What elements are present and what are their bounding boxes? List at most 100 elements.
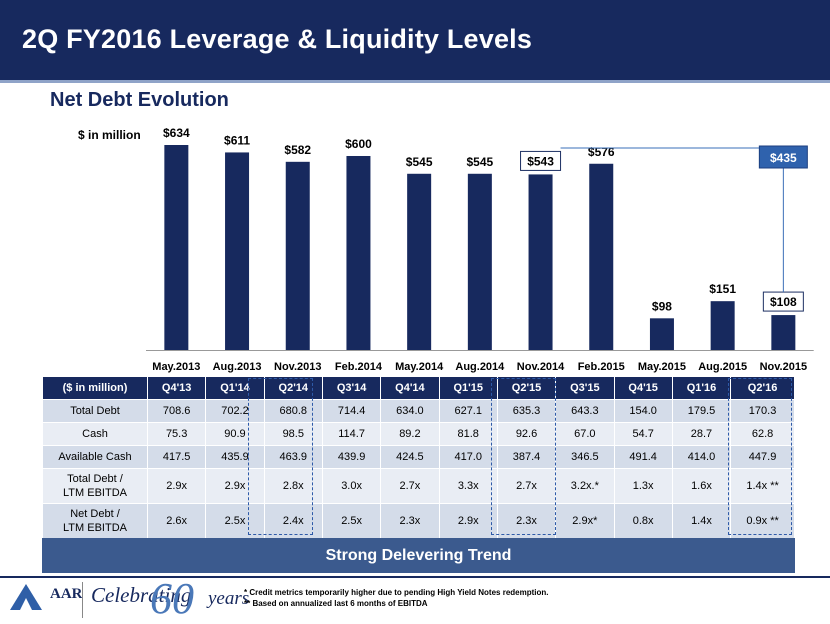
x-tick-label: Feb.2015 xyxy=(578,361,625,373)
table-cell: 89.2 xyxy=(380,422,440,446)
table-cell: 54.7 xyxy=(613,422,673,446)
table-cell: 81.8 xyxy=(438,422,498,446)
x-tick-label: Aug.2014 xyxy=(455,361,505,373)
table-header-row: ($ in million) Q4'13 Q1'14 Q2'14 Q3'14 Q… xyxy=(42,376,795,400)
column-header: Q3'15 xyxy=(555,376,615,400)
table-cell: 3.3x xyxy=(438,468,498,504)
row-label-line1: Total Debt / xyxy=(67,473,123,485)
table-cell: 346.5 xyxy=(555,445,615,469)
row-label: Total Debt / LTM EBITDA xyxy=(42,468,148,504)
row-label: Total Debt xyxy=(42,399,148,423)
value-label: $634 xyxy=(163,126,190,140)
table-cell: 3.0x xyxy=(321,468,382,504)
table-cell: 2.7x xyxy=(496,468,557,504)
page-title: 2Q FY2016 Leverage & Liquidity Levels xyxy=(22,24,533,54)
callout-box xyxy=(758,145,808,169)
footer-divider xyxy=(0,576,830,578)
value-label: $611 xyxy=(224,133,250,147)
table-cell: 2.6x xyxy=(146,503,207,539)
unit-label: $ in million xyxy=(78,128,141,142)
table-cell: 714.4 xyxy=(321,399,382,423)
table-row: Total Debt / LTM EBITDA 2.9x 2.9x 2.8x 3.… xyxy=(42,468,795,504)
table-cell: 2.9x xyxy=(438,503,498,539)
bar xyxy=(710,301,735,350)
table-row: Net Debt / LTM EBITDA 2.6x 2.5x 2.4x 2.5x… xyxy=(42,503,795,539)
row-label: Net Debt / LTM EBITDA xyxy=(42,503,148,539)
bar xyxy=(285,161,310,350)
column-header: Q2'15 xyxy=(496,376,557,400)
bar xyxy=(346,155,371,350)
column-header: Q2'16 xyxy=(730,376,795,400)
column-header: Q2'14 xyxy=(263,376,323,400)
table-cell: 635.3 xyxy=(496,399,557,423)
table-cell: 2.3x xyxy=(380,503,440,539)
table-cell: 708.6 xyxy=(146,399,207,423)
column-header: Q4'14 xyxy=(380,376,440,400)
table-cell: 2.9x* xyxy=(555,503,615,539)
table-cell: 98.5 xyxy=(263,422,323,446)
table-cell: 2.5x xyxy=(205,503,265,539)
bar xyxy=(407,173,432,350)
table-cell: 3.2x.* xyxy=(555,468,615,504)
table-cell: 643.3 xyxy=(555,399,615,423)
table-cell: 680.8 xyxy=(263,399,323,423)
logo-text: AAR xyxy=(50,586,83,602)
value-label: $545 xyxy=(406,155,433,169)
net-debt-chart: $634 May.2013 $611 Aug.2013 $582 Nov.2013 $600… xyxy=(146,126,814,373)
table-cell: 2.5x xyxy=(321,503,382,539)
bar xyxy=(225,152,250,350)
table-row: Total Debt 708.6 702.2 680.8 714.4 634.0… xyxy=(42,399,795,423)
x-tick-label: May.2013 xyxy=(152,361,200,373)
table-cell: 702.2 xyxy=(205,399,265,423)
table-cell: 417.0 xyxy=(438,445,498,469)
value-label: $545 xyxy=(466,155,493,169)
table-cell: 179.5 xyxy=(671,399,732,423)
years-text: years xyxy=(208,588,250,609)
table-cell: 62.8 xyxy=(730,422,795,446)
table-cell: 114.7 xyxy=(321,422,382,446)
row-label-line2: LTM EBITDA xyxy=(63,487,127,499)
bar xyxy=(649,318,674,350)
bar xyxy=(589,163,614,350)
x-tick-label: Aug.2015 xyxy=(698,361,747,373)
value-label: $576 xyxy=(588,145,615,159)
celebrating-text: Celebrating xyxy=(91,583,192,607)
x-tick-label: Nov.2015 xyxy=(760,361,808,373)
sixty-mark: 60 xyxy=(150,574,194,623)
table-cell: 634.0 xyxy=(380,399,440,423)
leverage-table: ($ in million) Q4'13 Q1'14 Q2'14 Q3'14 Q… xyxy=(42,376,795,539)
header-bar: 2Q FY2016 Leverage & Liquidity Levels xyxy=(0,0,830,80)
delevering-banner: Strong Delevering Trend xyxy=(42,538,795,573)
column-header: Q1'16 xyxy=(671,376,732,400)
value-label: $543 xyxy=(527,154,554,168)
table-cell: 170.3 xyxy=(730,399,795,423)
table-cell: 0.8x xyxy=(613,503,673,539)
bar xyxy=(528,174,553,350)
table-cell: 627.1 xyxy=(438,399,498,423)
table-cell: 435.9 xyxy=(205,445,265,469)
logo-divider xyxy=(82,582,83,618)
table-row: Available Cash 417.5 435.9 463.9 439.9 4… xyxy=(42,445,795,469)
table-cell: 1.6x xyxy=(671,468,732,504)
table-cell: 0.9x ** xyxy=(730,503,795,539)
column-header: Q4'15 xyxy=(613,376,673,400)
table-cell: 2.9x xyxy=(146,468,207,504)
callout-label: $435 xyxy=(770,151,797,165)
table-cell: 387.4 xyxy=(496,445,557,469)
row-label-line1: Net Debt / xyxy=(70,508,120,520)
bar xyxy=(771,315,796,350)
table-cell: 2.3x xyxy=(496,503,557,539)
table-cell: 447.9 xyxy=(730,445,795,469)
column-header: Q1'14 xyxy=(205,376,265,400)
table-cell: 1.4x xyxy=(671,503,732,539)
x-tick-label: Aug.2013 xyxy=(213,361,262,373)
table-cell: 439.9 xyxy=(321,445,382,469)
row-label: Cash xyxy=(42,422,148,446)
table-cell: 1.3x xyxy=(613,468,673,504)
row-label: Available Cash xyxy=(42,445,148,469)
table-cell: 67.0 xyxy=(555,422,615,446)
x-tick-label: Feb.2014 xyxy=(335,361,383,373)
x-tick-label: May.2014 xyxy=(395,361,444,373)
row-label-line2: LTM EBITDA xyxy=(63,522,127,534)
bar xyxy=(164,145,189,350)
